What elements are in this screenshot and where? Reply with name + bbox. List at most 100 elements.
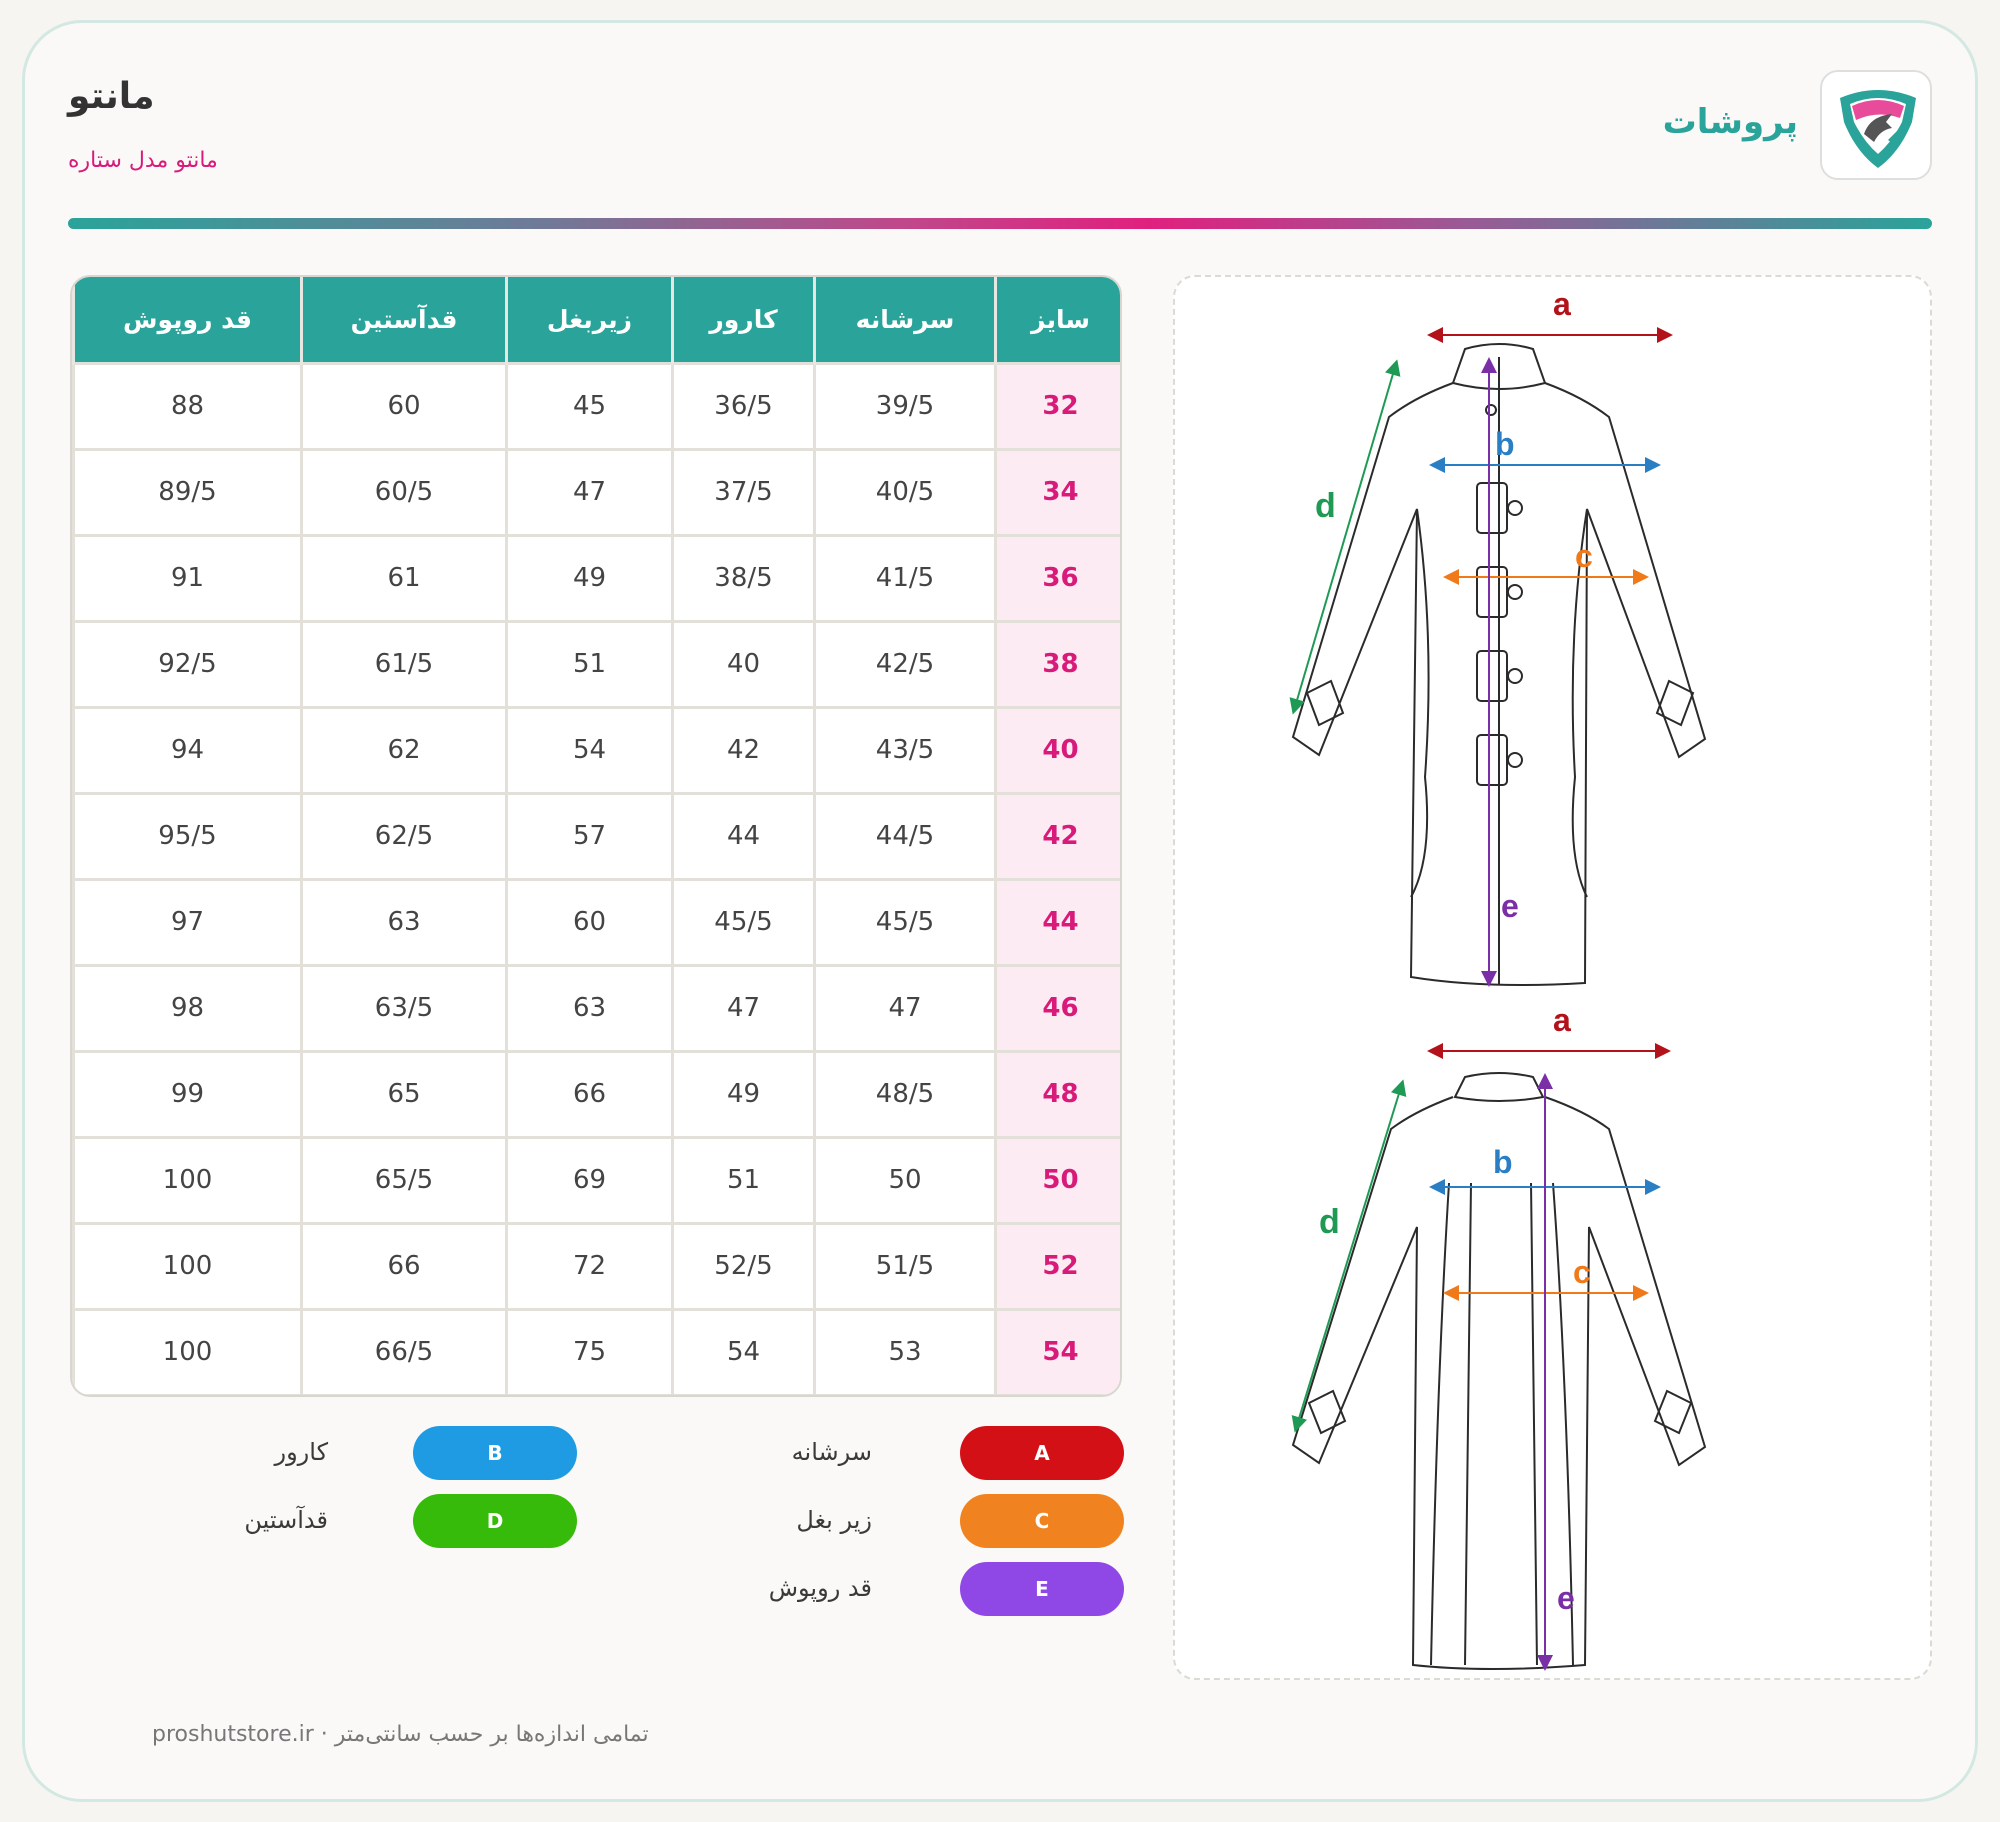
table-header-row: سایز سرشانه کارور زیربغل قدآستین قد روپو…: [72, 277, 1120, 363]
brand-logo: [1820, 70, 1932, 180]
table-cell: 37/5: [671, 447, 816, 537]
table-cell: 92/5: [72, 619, 303, 709]
table-cell: 47: [671, 963, 816, 1053]
table-cell: 53: [813, 1307, 997, 1395]
column-header: قد روپوش: [72, 277, 303, 363]
table-cell: 38/5: [671, 533, 816, 623]
table-cell: 63: [300, 877, 508, 967]
table-row: 46 47 47 63 63/5 98: [72, 963, 1120, 1053]
header-divider: [68, 218, 1932, 229]
table-cell: 51: [671, 1135, 816, 1225]
table-cell: 100: [72, 1307, 303, 1395]
table-cell: 100: [72, 1135, 303, 1225]
table-row: 38 42/5 40 51 61/5 92/5: [72, 619, 1120, 709]
front-label-c: c: [1575, 538, 1593, 574]
front-measure-d-line: [1289, 359, 1401, 715]
back-label-c: c: [1573, 1254, 1591, 1290]
brand-name: پروشات: [1662, 102, 1798, 142]
legend-label-b: کارور: [274, 1438, 328, 1466]
table-cell: 44: [671, 791, 816, 881]
legend-pill-a: A: [960, 1426, 1124, 1480]
back-label-e: e: [1557, 1580, 1575, 1616]
legend-pill-d: D: [413, 1494, 577, 1548]
table-cell: 51/5: [813, 1221, 997, 1311]
garment-diagram: a b c d e a b c d e: [1173, 275, 1932, 1680]
table-cell: 36/5: [671, 361, 816, 451]
front-measurements: a b c d e: [1289, 286, 1673, 987]
column-header: سرشانه: [813, 277, 997, 363]
table-cell: 66: [300, 1221, 508, 1311]
table-cell: 63: [505, 963, 674, 1053]
table-row: 54 53 54 75 66/5 100: [72, 1307, 1120, 1395]
table-cell: 66/5: [300, 1307, 508, 1395]
table-cell: 39/5: [813, 361, 997, 451]
size-cell: 32: [994, 361, 1120, 451]
size-cell: 46: [994, 963, 1120, 1053]
table-cell: 66: [505, 1049, 674, 1139]
size-cell: 52: [994, 1221, 1120, 1311]
footer-text: تمامی اندازه‌ها بر حسب سانتی‌متر: [334, 1722, 649, 1747]
table-cell: 91: [72, 533, 303, 623]
table-cell: 40/5: [813, 447, 997, 537]
table-cell: 99: [72, 1049, 303, 1139]
back-label-a: a: [1553, 1002, 1571, 1038]
legend-pill-c: C: [960, 1494, 1124, 1548]
legend-label-e: قد روپوش: [768, 1574, 872, 1602]
table-cell: 42: [671, 705, 816, 795]
table-cell: 44/5: [813, 791, 997, 881]
back-label-d: d: [1319, 1203, 1340, 1241]
column-header: کارور: [671, 277, 816, 363]
footer-site-link[interactable]: proshutstore.ir: [152, 1722, 314, 1747]
table-cell: 75: [505, 1307, 674, 1395]
column-header: زیربغل: [505, 277, 674, 363]
table-row: 34 40/5 37/5 47 60/5 89/5: [72, 447, 1120, 537]
legend-label-a: سرشانه: [791, 1438, 872, 1466]
table-cell: 60/5: [300, 447, 508, 537]
table-cell: 60: [300, 361, 508, 451]
table-cell: 72: [505, 1221, 674, 1311]
table-cell: 97: [72, 877, 303, 967]
legend-label-d: قدآستین: [244, 1506, 328, 1534]
table-cell: 45/5: [813, 877, 997, 967]
table-cell: 94: [72, 705, 303, 795]
table-cell: 49: [671, 1049, 816, 1139]
size-cell: 42: [994, 791, 1120, 881]
table-row: 36 41/5 38/5 49 61 91: [72, 533, 1120, 623]
size-table: سایز سرشانه کارور زیربغل قدآستین قد روپو…: [70, 275, 1122, 1397]
table-cell: 57: [505, 791, 674, 881]
table-row: 40 43/5 42 54 62 94: [72, 705, 1120, 795]
page-title: مانتو: [68, 76, 155, 117]
table-row: 48 48/5 49 66 65 99: [72, 1049, 1120, 1139]
table-row: 50 50 51 69 65/5 100: [72, 1135, 1120, 1225]
size-cell: 38: [994, 619, 1120, 709]
front-label-d: d: [1315, 487, 1336, 525]
table-cell: 95/5: [72, 791, 303, 881]
table-cell: 47: [813, 963, 997, 1053]
column-header: سایز: [994, 277, 1120, 363]
brand-logo-icon: [1840, 90, 1916, 168]
table-row: 32 39/5 36/5 45 60 88: [72, 361, 1120, 451]
table-cell: 62: [300, 705, 508, 795]
table-cell: 48/5: [813, 1049, 997, 1139]
table-cell: 61/5: [300, 619, 508, 709]
table-cell: 54: [505, 705, 674, 795]
table-cell: 88: [72, 361, 303, 451]
table-cell: 69: [505, 1135, 674, 1225]
footer-note: تمامی اندازه‌ها بر حسب سانتی‌متر · prosh…: [152, 1722, 649, 1747]
table-cell: 98: [72, 963, 303, 1053]
table-cell: 40: [671, 619, 816, 709]
size-cell: 44: [994, 877, 1120, 967]
table-row: 42 44/5 44 57 62/5 95/5: [72, 791, 1120, 881]
table-cell: 62/5: [300, 791, 508, 881]
table-cell: 60: [505, 877, 674, 967]
table-row: 44 45/5 45/5 60 63 97: [72, 877, 1120, 967]
size-cell: 36: [994, 533, 1120, 623]
size-cell: 34: [994, 447, 1120, 537]
legend-label-c: زیر بغل: [796, 1506, 872, 1534]
table-cell: 45/5: [671, 877, 816, 967]
front-label-a: a: [1553, 286, 1571, 322]
size-cell: 48: [994, 1049, 1120, 1139]
footer-separator: ·: [320, 1722, 328, 1747]
back-label-b: b: [1493, 1144, 1513, 1180]
table-cell: 63/5: [300, 963, 508, 1053]
